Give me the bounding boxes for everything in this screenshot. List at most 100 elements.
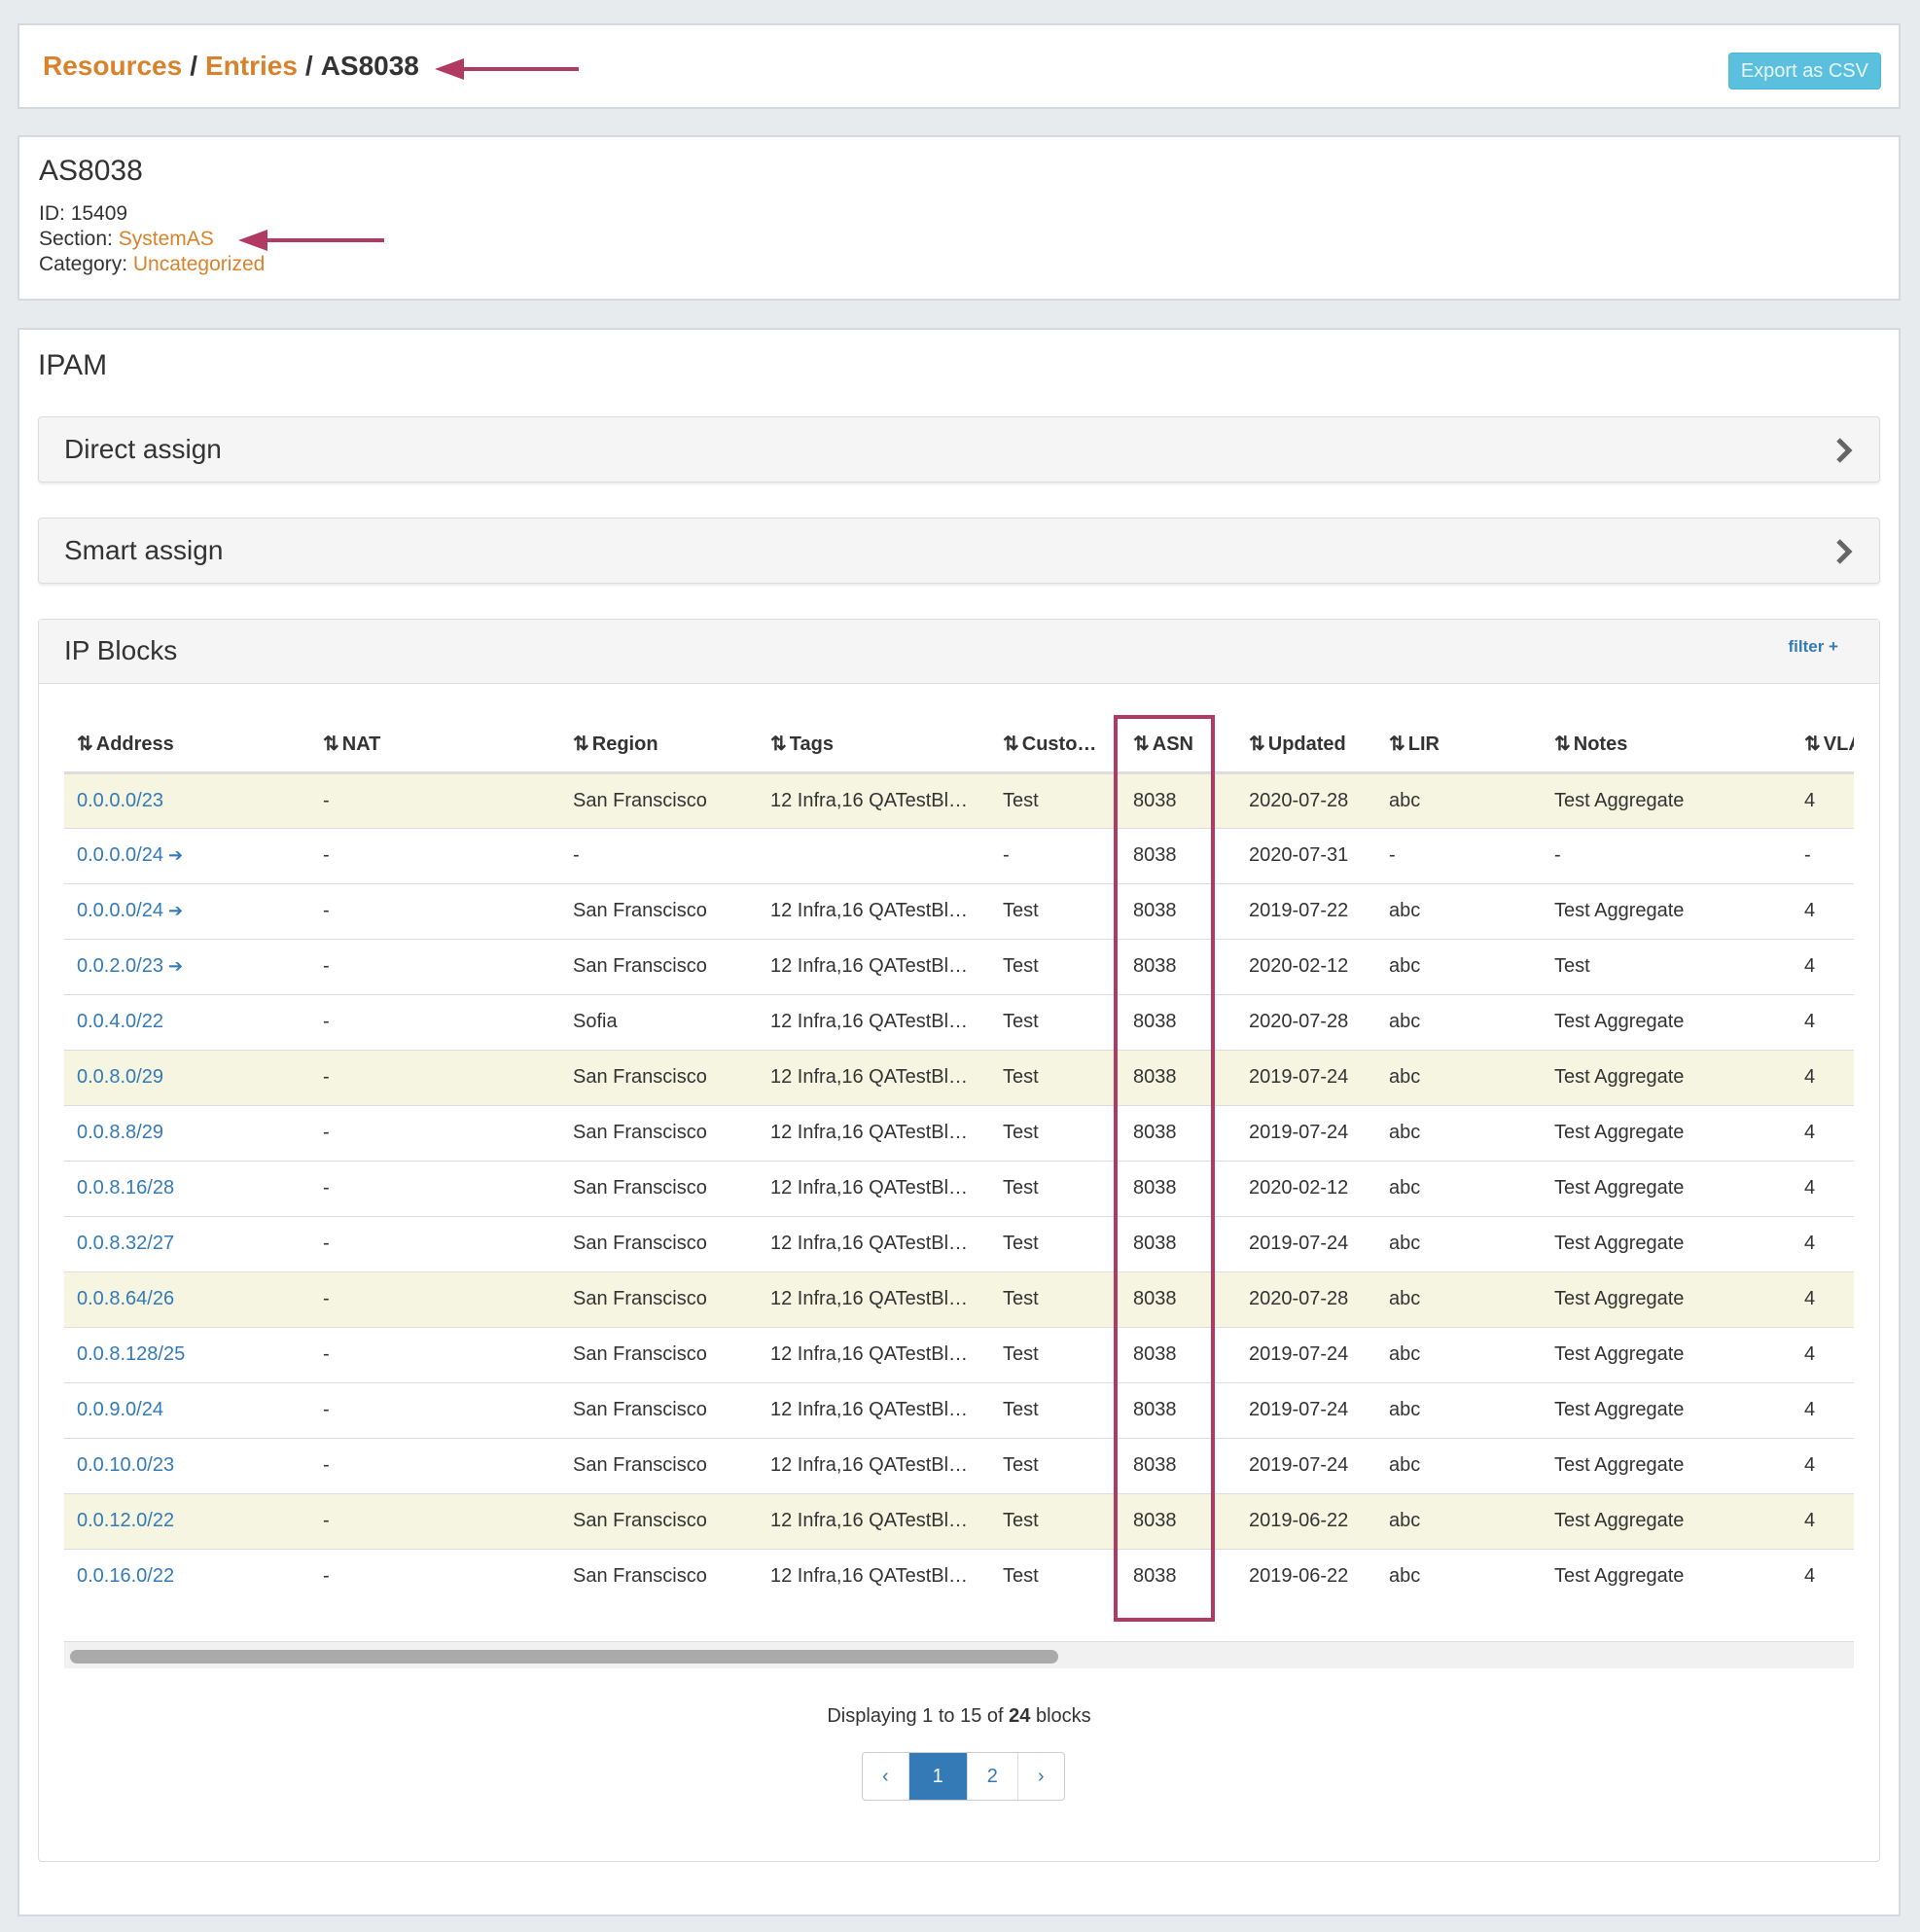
page-button[interactable]: 2 — [966, 1753, 1017, 1800]
cell-text: 8038 — [1133, 900, 1177, 921]
cell-text: 4 — [1804, 1343, 1816, 1365]
field-value[interactable]: SystemAS — [118, 228, 214, 250]
cell-text: 8038 — [1133, 1565, 1177, 1588]
table-cell: 12 Infra,16 QATestBl… — [758, 993, 990, 1050]
cell-text: 4 — [1804, 1288, 1816, 1309]
table-cell: 0.0.10.0/23 — [64, 1437, 310, 1493]
table-cell: 0.0.2.0/23 — [64, 938, 310, 994]
address-link[interactable]: 0.0.9.0/24 — [77, 1399, 163, 1420]
column-header[interactable]: Region — [560, 717, 758, 774]
cell-text: San Franscisco — [573, 789, 707, 811]
cell-text: 8038 — [1133, 789, 1177, 811]
cell-text: - — [323, 900, 330, 921]
field-value[interactable]: Uncategorized — [132, 253, 266, 275]
table-cell: 12 Infra,16 QATestBl… — [758, 1104, 990, 1161]
filter-link[interactable]: filter + — [1788, 637, 1839, 656]
address-link[interactable]: 0.0.2.0/23 — [77, 955, 183, 977]
column-header[interactable]: ASN — [1120, 717, 1236, 774]
cell-text: - — [573, 844, 580, 866]
address-link[interactable]: 0.0.0.0/24 — [77, 844, 183, 866]
cell-text: Test — [1554, 955, 1590, 977]
export-button[interactable]: Export as CSV — [1727, 53, 1881, 89]
cell-text: 8038 — [1133, 955, 1177, 977]
page-button[interactable]: › — [1016, 1753, 1064, 1800]
table-cell: 8038 — [1120, 1049, 1236, 1105]
table-row: 0.0.9.0/24 - San Franscisco 12 Infra,16 QAT… — [64, 1381, 1854, 1438]
address-link[interactable]: 0.0.8.8/29 — [77, 1122, 163, 1143]
table-cell: abc — [1376, 1492, 1542, 1549]
column-header[interactable]: VLAN — [1792, 717, 1854, 774]
table-cell: - — [1376, 827, 1542, 883]
cell-text: Test — [1003, 1011, 1039, 1032]
table-row: 0.0.2.0/23 - San Franscisco 12 Infra,16 QAT… — [64, 938, 1854, 994]
cell-text: 2020-07-31 — [1249, 844, 1349, 866]
cell-text: 8038 — [1133, 1122, 1177, 1143]
table-cell: Test — [990, 882, 1120, 939]
table-cell: 2019-06-22 — [1236, 1548, 1376, 1604]
cell-text: 2020-07-28 — [1249, 1288, 1349, 1309]
scroll-thumb[interactable] — [70, 1650, 1058, 1664]
table-cell: 8038 — [1120, 882, 1236, 939]
cell-text: San Franscisco — [573, 1510, 707, 1531]
column-header[interactable]: Updated — [1236, 717, 1376, 774]
address-link[interactable]: 0.0.8.128/25 — [77, 1343, 186, 1365]
cell-text: 2019-07-24 — [1249, 1066, 1349, 1088]
column-header[interactable]: Notes — [1542, 717, 1792, 774]
table-cell: 12 Infra,16 QATestBl… — [758, 1437, 990, 1493]
table-cell: 2020-07-28 — [1236, 771, 1376, 828]
table-cell: - — [310, 1381, 560, 1438]
cell-text: San Franscisco — [573, 1565, 707, 1588]
breadcrumb-item[interactable]: Entries — [204, 51, 298, 81]
chevron-icon — [1836, 438, 1853, 463]
address-link[interactable]: 0.0.4.0/22 — [77, 1011, 163, 1032]
table-cell: Test Aggregate — [1542, 771, 1792, 828]
cell-text: Test — [1003, 1399, 1039, 1420]
cell-text: Test Aggregate — [1554, 1011, 1685, 1032]
table-cell: Test — [990, 1326, 1120, 1382]
cell-text: Test Aggregate — [1554, 1343, 1685, 1365]
column-header[interactable]: Tags — [758, 717, 990, 774]
column-header[interactable]: Custo… — [990, 717, 1120, 774]
cell-text: 4 — [1804, 1510, 1816, 1531]
table-cell: San Franscisco — [560, 1326, 758, 1382]
address-link[interactable]: 0.0.8.16/28 — [77, 1177, 175, 1199]
table-row: 0.0.8.8/29 - San Franscisco 12 Infra,16 QAT… — [64, 1104, 1854, 1161]
collapsible-panel[interactable]: Smart assign — [38, 518, 1880, 584]
address-link[interactable]: 0.0.16.0/22 — [77, 1565, 175, 1588]
collapsible-panel[interactable]: Direct assign — [38, 416, 1880, 483]
cell-text: Test — [1003, 1510, 1039, 1531]
table-cell: abc — [1376, 1381, 1542, 1438]
address-link[interactable]: 0.0.8.0/29 — [77, 1066, 163, 1088]
table-cell: Test — [990, 1548, 1120, 1604]
table-cell: - — [310, 1437, 560, 1493]
address-link[interactable]: 0.0.0.0/23 — [77, 789, 163, 811]
page-button[interactable]: 1 — [907, 1753, 967, 1800]
table-cell: 8038 — [1120, 938, 1236, 994]
ipam-title: IPAM — [38, 349, 108, 381]
column-header[interactable]: NAT — [310, 717, 560, 774]
table-row: 0.0.10.0/23 - San Franscisco 12 Infra,16 QA… — [64, 1437, 1854, 1493]
address-link[interactable]: 0.0.12.0/22 — [77, 1510, 175, 1531]
address-link[interactable]: 0.0.8.64/26 — [77, 1288, 175, 1309]
cell-text: abc — [1389, 1066, 1421, 1088]
table-cell: abc — [1376, 938, 1542, 994]
table-cell: abc — [1376, 993, 1542, 1050]
summary: Displaying 1 to 15 of 24 blocks — [39, 1705, 1879, 1728]
table-cell: 0.0.4.0/22 — [64, 993, 310, 1050]
cell-text: 8038 — [1133, 1454, 1177, 1476]
column-header[interactable]: LIR — [1376, 717, 1542, 774]
address-link[interactable]: 0.0.8.32/27 — [77, 1233, 175, 1254]
cell-text: Test — [1003, 1233, 1039, 1254]
page-button[interactable]: ‹ — [882, 1766, 889, 1787]
scrollbar[interactable] — [64, 1641, 1854, 1668]
table-cell: 4 — [1792, 1160, 1854, 1216]
address-link[interactable]: 0.0.0.0/24 — [77, 900, 183, 921]
breadcrumb-item[interactable]: Resources — [43, 51, 183, 81]
cell-text: Test Aggregate — [1554, 900, 1685, 921]
address-link[interactable]: 0.0.10.0/23 — [77, 1454, 175, 1476]
panel-title: Direct assign — [64, 434, 222, 464]
column-header[interactable]: Address — [64, 717, 310, 774]
cell-text: San Franscisco — [573, 900, 707, 921]
field-value: 15409 — [70, 202, 128, 225]
table-cell: Test — [990, 1049, 1120, 1105]
